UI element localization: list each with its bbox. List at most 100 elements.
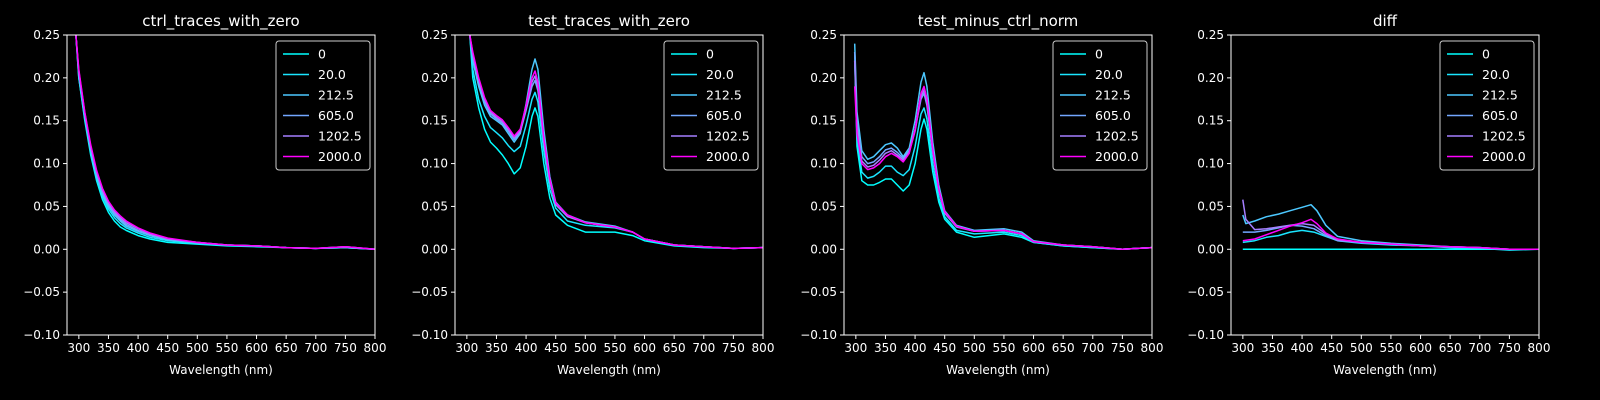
x-tick-label: 700 <box>692 341 715 355</box>
legend-box <box>1052 40 1148 171</box>
y-tick-label: 0.00 <box>421 242 448 256</box>
x-tick-label: 750 <box>1498 341 1521 355</box>
x-tick-label: 400 <box>1291 341 1314 355</box>
y-tick-label: 0.10 <box>33 157 60 171</box>
y-tick-label: 0.15 <box>810 114 837 128</box>
y-tick-label: −0.10 <box>800 328 837 342</box>
legend-entry-label: 1202.5 <box>1482 129 1526 144</box>
x-tick-label: 600 <box>633 341 656 355</box>
y-tick-label: 0.15 <box>33 114 60 128</box>
axes-frame <box>66 34 376 336</box>
legend-entry-label: 0 <box>1482 47 1490 62</box>
y-tick-label: 0.25 <box>1197 28 1224 42</box>
legend-entry-label: 212.5 <box>1095 88 1131 103</box>
y-tick-label: 0.05 <box>33 199 60 213</box>
legend-box <box>275 40 371 171</box>
series-line-6 <box>1242 218 1539 251</box>
x-tick-label: 800 <box>364 341 387 355</box>
legend-entry-label: 2000.0 <box>318 149 362 164</box>
x-axis-label: Wavelength (nm) <box>169 363 273 377</box>
y-tick-label: −0.05 <box>800 285 837 299</box>
x-tick-label: 350 <box>874 341 897 355</box>
x-tick-label: 400 <box>904 341 927 355</box>
legend-entry-label: 212.5 <box>318 88 354 103</box>
y-tick-label: 0.00 <box>33 242 60 256</box>
chart-title: test_traces_with_zero <box>528 12 690 31</box>
x-tick-label: 300 <box>455 341 478 355</box>
x-tick-label: 650 <box>275 341 298 355</box>
y-tick-label: 0.10 <box>1197 157 1224 171</box>
y-tick-label: −0.05 <box>23 285 60 299</box>
x-tick-label: 550 <box>215 341 238 355</box>
series-line-6 <box>469 35 763 250</box>
legend-entry-label: 2000.0 <box>1095 149 1139 164</box>
x-tick-label: 750 <box>334 341 357 355</box>
series-line-6 <box>853 85 1152 251</box>
legend-entry-label: 20.0 <box>1482 67 1510 82</box>
y-tick-label: 0.05 <box>810 199 837 213</box>
x-tick-label: 650 <box>1439 341 1462 355</box>
y-tick-label: −0.10 <box>411 328 448 342</box>
y-tick-label: 0.20 <box>1197 71 1224 85</box>
axes-frame <box>454 34 764 336</box>
x-axis-label: Wavelength (nm) <box>946 363 1050 377</box>
series-group <box>853 43 1152 251</box>
x-tick-label: 650 <box>663 341 686 355</box>
chart-panel-4: 300 350 400 450 500 550 600 650 700 750 800 −0.10 −0… <box>1187 12 1550 377</box>
legend: 0 20.0 212.5 605.0 1202.5 2000.0 <box>663 40 759 171</box>
x-tick-label: 750 <box>722 341 745 355</box>
x-tick-label: 500 <box>1350 341 1373 355</box>
legend-entry-label: 212.5 <box>1482 88 1518 103</box>
legend-entry-label: 605.0 <box>318 108 354 123</box>
y-tick-label: 0.15 <box>421 114 448 128</box>
legend: 0 20.0 212.5 605.0 1202.5 2000.0 <box>1052 40 1148 171</box>
axes-frame <box>843 34 1153 336</box>
chart-title: diff <box>1373 12 1398 30</box>
y-tick-label: 0.15 <box>1197 114 1224 128</box>
y-tick-label: 0.05 <box>421 199 448 213</box>
chart-title: test_minus_ctrl_norm <box>918 12 1079 31</box>
legend-entry-label: 20.0 <box>706 67 734 82</box>
x-tick-label: 550 <box>603 341 626 355</box>
legend-entry-label: 605.0 <box>1482 108 1518 123</box>
x-tick-label: 400 <box>127 341 150 355</box>
legend-entry-label: 212.5 <box>706 88 742 103</box>
y-tick-label: 0.25 <box>810 28 837 42</box>
legend-entry-label: 2000.0 <box>706 149 750 164</box>
x-tick-label: 650 <box>1052 341 1075 355</box>
x-tick-label: 800 <box>752 341 775 355</box>
x-tick-label: 450 <box>544 341 567 355</box>
x-tick-label: 700 <box>304 341 327 355</box>
x-tick-label: 550 <box>1379 341 1402 355</box>
x-tick-label: 400 <box>515 341 538 355</box>
y-tick-label: 0.25 <box>33 28 60 42</box>
axes-frame <box>1230 34 1540 336</box>
legend-entry-label: 20.0 <box>318 67 346 82</box>
chart-panel-2: 300 350 400 450 500 550 600 650 700 750 800 −0.10 −0… <box>411 12 774 377</box>
x-tick-label: 350 <box>97 341 120 355</box>
x-tick-label: 800 <box>1141 341 1164 355</box>
y-tick-label: −0.05 <box>411 285 448 299</box>
x-tick-label: 500 <box>574 341 597 355</box>
y-tick-label: −0.05 <box>1187 285 1224 299</box>
series-line-2 <box>853 52 1152 251</box>
x-tick-label: 600 <box>1022 341 1045 355</box>
legend-entry-label: 0 <box>706 47 714 62</box>
y-tick-label: 0.20 <box>33 71 60 85</box>
legend-entry-label: 0 <box>1095 47 1103 62</box>
legend: 0 20.0 212.5 605.0 1202.5 2000.0 <box>1439 40 1535 171</box>
y-tick-label: 0.20 <box>810 71 837 85</box>
y-tick-label: 0.10 <box>810 157 837 171</box>
legend-entry-label: 605.0 <box>706 108 742 123</box>
chart-panel-1: 300 350 400 450 500 550 600 650 700 750 800 −0.10 −0… <box>23 12 386 377</box>
series-group <box>469 35 763 250</box>
x-tick-label: 500 <box>186 341 209 355</box>
x-tick-label: 350 <box>485 341 508 355</box>
legend-entry-label: 2000.0 <box>1482 149 1526 164</box>
x-tick-label: 700 <box>1081 341 1104 355</box>
chart-panel-3: 300 350 400 450 500 550 600 650 700 750 800 −0.10 −0… <box>800 12 1163 377</box>
series-line-6 <box>75 35 375 251</box>
x-axis-label: Wavelength (nm) <box>1333 363 1437 377</box>
